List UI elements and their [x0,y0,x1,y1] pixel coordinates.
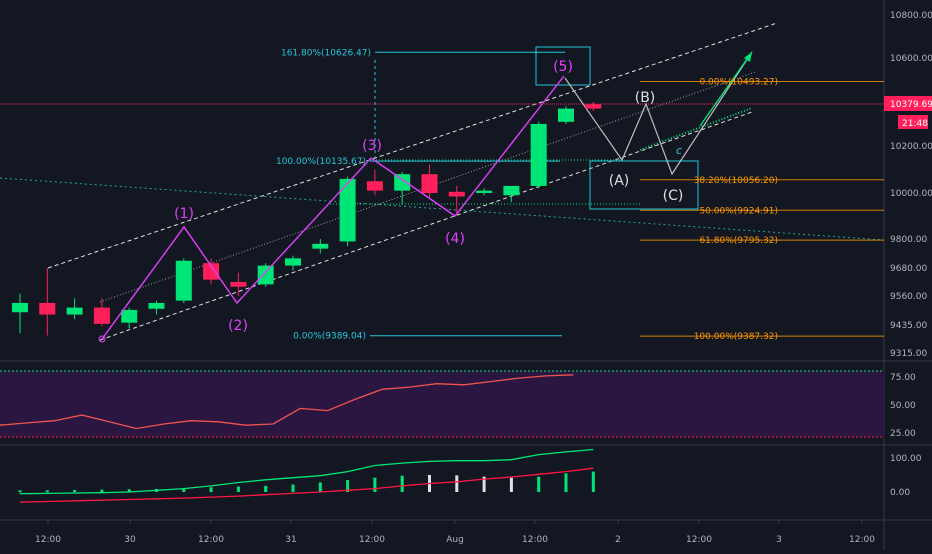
momentum-bar [46,490,49,492]
wave-label-c: (C) [663,188,684,204]
momentum-bar [210,487,213,492]
fib-left-label: 100.00%(10135.67) [276,157,366,167]
candle-body[interactable] [230,282,246,287]
candle-body[interactable] [422,174,438,193]
momentum-bar [510,478,513,492]
momentum-bar [100,490,103,492]
fib-right-label: 61.80%(9795.32) [699,236,778,246]
price-tick-label: 10800.00 [890,11,932,21]
momentum-bar [401,476,404,492]
momentum-bar [73,490,76,492]
candle-body[interactable] [67,308,83,315]
current-price-label: 10379.69 [890,100,932,110]
time-tick-label: 12:00 [686,535,712,545]
momentum-bar [592,472,595,492]
time-tick-label: 2 [615,535,621,545]
candle-body[interactable] [340,179,356,242]
candle-body[interactable] [94,308,110,324]
fib-right-label: 0.00%(10493.27) [699,77,778,87]
fib-right-label: 38.20%(10056.20) [694,176,778,186]
momentum-bar [292,485,295,492]
candle-body[interactable] [503,186,519,195]
rsi-tick-label: 25.00 [890,429,916,439]
fib-right-label: 100.00%(9387.32) [694,332,778,342]
price-tick-label: 9800.00 [890,235,927,245]
candle-body[interactable] [476,191,492,193]
momentum-tick-label: 0.00 [890,488,910,498]
time-tick-label: 12:00 [35,535,61,545]
time-tick-label: 12:00 [522,535,548,545]
momentum-bar [264,486,267,492]
price-tick-label: 9315.00 [890,349,927,359]
candle-body[interactable] [149,303,165,309]
momentum-bar [237,487,240,492]
wave-label-b: (B) [635,90,656,106]
candle-body[interactable] [531,124,547,186]
time-tick-label: Aug [446,535,464,545]
candle-body[interactable] [121,310,137,323]
time-tick-label: 12:00 [849,535,875,545]
wave-label-a: (A) [609,173,630,189]
momentum-bar [373,478,376,492]
wave-label-small-c: c [676,144,682,157]
fib-left-label: 0.00%(9389.04) [293,332,366,342]
candle-body[interactable] [39,303,55,315]
momentum-bar [565,473,568,492]
countdown-label: 21:48 [902,119,928,129]
rsi-tick-label: 50.00 [890,401,916,411]
momentum-bar [19,490,22,492]
candle-body[interactable] [449,192,465,197]
time-tick-label: 31 [285,535,296,545]
price-tick-label: 9560.00 [890,292,927,302]
candle-body[interactable] [585,104,601,108]
momentum-tick-label: 100.00 [890,454,922,464]
candle-body[interactable] [394,174,410,190]
price-tick-label: 9680.00 [890,264,927,274]
price-tick-label: 10000.00 [890,189,932,199]
fib-right-label: 50.00%(9924.91) [699,206,778,216]
candle-body[interactable] [258,266,274,285]
candle-body[interactable] [285,258,301,265]
momentum-bar [319,482,322,492]
momentum-bar [537,477,540,492]
time-tick-label: 12:00 [198,535,224,545]
price-tick-label: 10600.00 [890,54,932,64]
fib-left-label: 161.80%(10626.47) [281,48,371,58]
wave-label-1: (1) [174,206,194,222]
price-tick-label: 9435.00 [890,321,927,331]
time-tick-label: 12:00 [359,535,385,545]
wave-label-2: (2) [228,318,248,334]
wave-label-5: (5) [553,59,573,75]
candle-body[interactable] [367,181,383,190]
candle-body[interactable] [312,244,328,249]
wave-label-4: (4) [445,231,465,247]
rsi-tick-label: 75.00 [890,373,916,383]
candle-body[interactable] [558,109,574,122]
wave-label-3: (3) [362,138,382,154]
momentum-bar [455,475,458,492]
rsi-axis[interactable]: 75.00 50.00 25.00 [890,373,916,439]
candle-body[interactable] [176,261,192,301]
price-tick-label: 10200.00 [890,142,932,152]
time-tick-label: 30 [124,535,136,545]
time-tick-label: 3 [776,535,782,545]
candle-body[interactable] [12,303,28,312]
